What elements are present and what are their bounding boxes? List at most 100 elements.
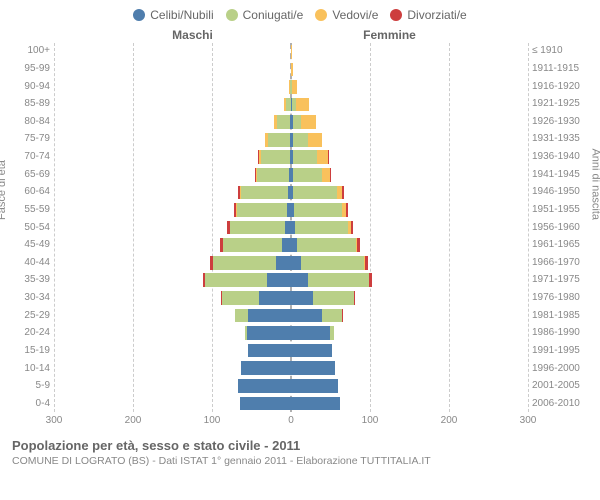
birth-label: 1981-1985 (528, 306, 588, 324)
legend-label: Vedovi/e (332, 8, 378, 22)
bar-seg-male-k (257, 168, 289, 182)
bar-seg-male-k (268, 133, 290, 147)
chart-legend: Celibi/Nubili Coniugati/e Vedovi/e Divorzia… (12, 8, 588, 22)
bar-seg-female-k (322, 309, 343, 323)
bar-row (54, 307, 528, 325)
bar-seg-female-d (342, 186, 344, 200)
birth-label: 1916-1920 (528, 77, 588, 95)
birth-label: 2006-2010 (528, 395, 588, 413)
birth-label: 1976-1980 (528, 289, 588, 307)
bar-seg-female-k (297, 238, 356, 252)
age-label: 100+ (12, 42, 54, 60)
bar-seg-female-d (369, 273, 371, 287)
bar-seg-female-k (293, 115, 302, 129)
bars-zone (54, 42, 528, 412)
bar-seg-male-k (237, 203, 288, 217)
age-label: 40-44 (12, 254, 54, 272)
birth-label: 1911-1915 (528, 60, 588, 78)
age-label: 60-64 (12, 183, 54, 201)
age-label: 25-29 (12, 306, 54, 324)
bar-row (54, 166, 528, 184)
legend-item: Vedovi/e (315, 8, 378, 22)
bar-seg-female-c (291, 397, 340, 411)
bar-seg-female-d (354, 291, 355, 305)
bar-row (54, 201, 528, 219)
bar-seg-male-c (248, 344, 291, 358)
bar-row (54, 61, 528, 79)
bar-row (54, 43, 528, 61)
x-tick-label: 0 (288, 415, 294, 426)
bar-seg-male-k (277, 115, 290, 129)
legend-swatch (133, 9, 145, 21)
legend-item: Celibi/Nubili (133, 8, 213, 22)
bar-seg-female-k (301, 256, 364, 270)
bar-seg-female-d (346, 203, 348, 217)
x-tick-label: 300 (46, 415, 63, 426)
bar-seg-female-c (291, 309, 322, 323)
bar-seg-female-k (293, 150, 317, 164)
bar-seg-female-c (291, 273, 308, 287)
x-tick-label: 200 (125, 415, 142, 426)
legend-label: Celibi/Nubili (150, 8, 213, 22)
birth-label: 1951-1955 (528, 201, 588, 219)
bar-seg-male-k (235, 309, 248, 323)
birth-label: ≤ 1910 (528, 42, 588, 60)
bar-seg-female-c (291, 291, 313, 305)
birth-label: 1926-1930 (528, 113, 588, 131)
bar-row (54, 113, 528, 131)
bar-seg-female-v (322, 168, 331, 182)
legend-label: Coniugati/e (243, 8, 304, 22)
bar-row (54, 236, 528, 254)
bar-row (54, 324, 528, 342)
bar-seg-female-k (308, 273, 369, 287)
birth-label: 1936-1940 (528, 148, 588, 166)
bar-seg-female-v (301, 115, 316, 129)
bar-seg-male-k (223, 238, 282, 252)
age-label: 55-59 (12, 201, 54, 219)
age-label: 65-69 (12, 165, 54, 183)
x-tick-label: 100 (204, 415, 221, 426)
bar-seg-male-c (282, 238, 291, 252)
title-block: Popolazione per età, sesso e stato civil… (12, 438, 588, 467)
bar-seg-female-v (291, 63, 293, 77)
age-label: 95-99 (12, 60, 54, 78)
age-label: 20-24 (12, 324, 54, 342)
bar-row (54, 184, 528, 202)
gender-header-row: Maschi Femmine (12, 28, 588, 42)
bar-seg-female-d (357, 238, 360, 252)
legend-swatch (226, 9, 238, 21)
age-label: 5-9 (12, 377, 54, 395)
female-header: Femmine (291, 28, 528, 42)
bar-seg-male-c (276, 256, 291, 270)
age-label: 85-89 (12, 95, 54, 113)
chart-title: Popolazione per età, sesso e stato civil… (12, 438, 588, 453)
birth-label: 1946-1950 (528, 183, 588, 201)
bar-seg-male-k (230, 221, 285, 235)
age-label: 45-49 (12, 236, 54, 254)
bar-seg-female-c (291, 344, 332, 358)
x-tick-label: 200 (441, 415, 458, 426)
age-label: 10-14 (12, 359, 54, 377)
bar-row (54, 289, 528, 307)
birth-label: 1996-2000 (528, 359, 588, 377)
legend-item: Divorziati/e (390, 8, 466, 22)
bar-seg-male-k (222, 291, 258, 305)
age-label: 15-19 (12, 342, 54, 360)
bar-seg-female-k (295, 221, 349, 235)
bar-row (54, 219, 528, 237)
age-label: 50-54 (12, 218, 54, 236)
birth-label: 1971-1975 (528, 271, 588, 289)
bar-seg-male-c (248, 309, 291, 323)
bar-row (54, 377, 528, 395)
bar-seg-male-c (238, 379, 291, 393)
bar-seg-female-v (296, 98, 309, 112)
age-label: 70-74 (12, 148, 54, 166)
age-label: 0-4 (12, 395, 54, 413)
legend-swatch (390, 9, 402, 21)
chart-subtitle: COMUNE DI LOGRATO (BS) - Dati ISTAT 1° g… (12, 455, 588, 467)
bar-seg-male-k (213, 256, 276, 270)
bar-seg-female-d (330, 168, 331, 182)
legend-label: Divorziati/e (407, 8, 466, 22)
y-right-axis-title: Anni di nascita (590, 148, 600, 220)
birth-label: 1921-1925 (528, 95, 588, 113)
